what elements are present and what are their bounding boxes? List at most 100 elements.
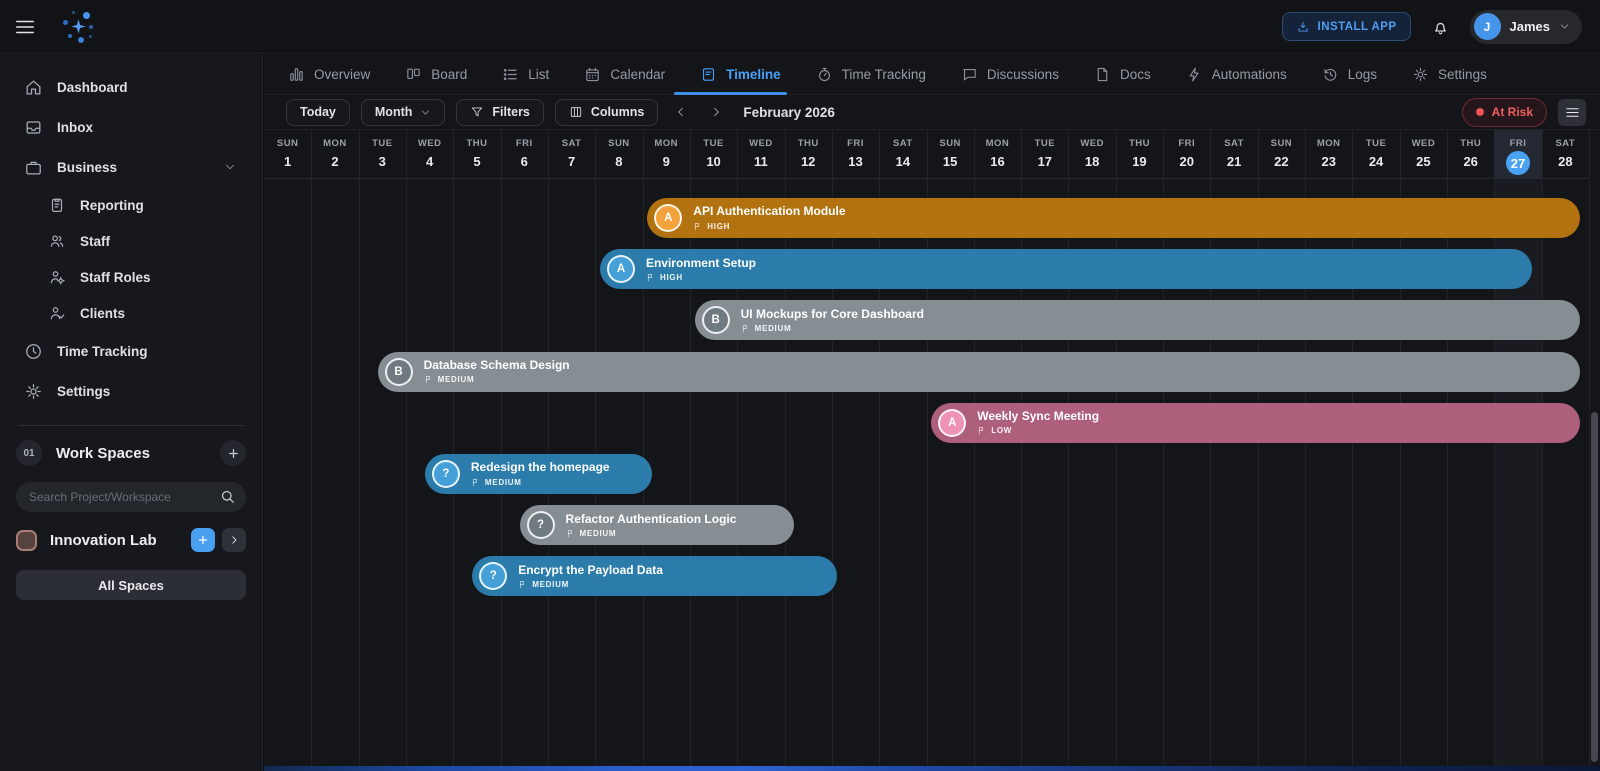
task-bar-api-authentication-module[interactable]: A API Authentication Module HIGH [647,198,1580,238]
bell-icon[interactable] [1431,17,1450,37]
sidebar-item-time-tracking[interactable]: Time Tracking [0,331,262,371]
user-menu[interactable]: J James [1469,9,1582,44]
day-header-sun-15[interactable]: SUN 15 [927,130,974,178]
expand-workspace-button[interactable] [222,528,246,552]
sidebar-item-dashboard[interactable]: Dashboard [0,67,262,107]
grid-line [547,130,549,771]
task-bar-weekly-sync-meeting[interactable]: A Weekly Sync Meeting LOW [931,402,1580,443]
day-header-thu-5[interactable]: THU 5 [453,130,500,178]
day-header-tue-17[interactable]: TUE 17 [1021,130,1068,178]
day-number: 5 [473,154,481,169]
add-workspace-button[interactable] [220,440,246,466]
day-header-tue-24[interactable]: TUE 24 [1352,130,1399,178]
tab-overview[interactable]: Overview [288,55,370,94]
day-of-week-label: SUN [608,138,630,149]
grid-line [1494,130,1496,771]
columns-button[interactable]: Columns [554,98,659,126]
day-header-sun-1[interactable]: SUN 1 [264,130,311,178]
tab-bar: Overview Board List Calendar Timeline Time Tr… [264,55,1600,95]
tab-list[interactable]: List [502,55,549,94]
tab-time-tracking[interactable]: Time Tracking [816,55,926,94]
day-header-sat-14[interactable]: SAT 14 [879,130,926,178]
tab-board[interactable]: Board [405,55,467,94]
day-header-tue-10[interactable]: TUE 10 [690,130,737,178]
tab-docs[interactable]: Docs [1094,55,1151,94]
day-header-mon-23[interactable]: MON 23 [1305,130,1352,178]
task-bar-redesign-the-homepage[interactable]: ? Redesign the homepage MEDIUM [424,454,653,494]
tab-calendar[interactable]: Calendar [584,55,665,94]
add-project-button[interactable] [191,528,215,552]
sidebar-item-label: Staff [80,233,110,249]
day-header-mon-2[interactable]: MON 2 [311,130,358,178]
sidebar-item-label: Time Tracking [57,343,148,359]
task-bar-environment-setup[interactable]: A Environment Setup HIGH [599,249,1533,290]
all-spaces-button[interactable]: All Spaces [16,570,246,600]
day-number: 21 [1226,154,1242,169]
timeline-toolbar: Today Month Filters Columns February 202… [264,95,1600,129]
at-risk-badge[interactable]: At Risk [1461,97,1547,127]
grid-line [973,130,975,771]
tab-timeline[interactable]: Timeline [674,55,787,95]
view-options-button[interactable] [1558,98,1586,126]
tab-automations[interactable]: Automations [1186,55,1287,94]
day-header-fri-27[interactable]: FRI 27 [1494,130,1542,178]
priority-label: HIGH [707,221,731,231]
day-header-sat-7[interactable]: SAT 7 [548,130,595,178]
flag-icon [471,478,480,487]
day-header-fri-13[interactable]: FRI 13 [832,130,879,178]
day-header-wed-25[interactable]: WED 25 [1400,130,1447,178]
search-input[interactable] [16,482,246,512]
day-header-wed-4[interactable]: WED 4 [406,130,453,178]
vertical-scrollbar-thumb[interactable] [1591,412,1598,762]
day-number: 24 [1368,154,1384,169]
tab-logs[interactable]: Logs [1322,55,1377,94]
day-header-mon-9[interactable]: MON 9 [643,130,690,178]
task-bar-ui-mockups-for-core-dashboard[interactable]: B UI Mockups for Core Dashboard MEDIUM [694,300,1580,341]
day-header-fri-20[interactable]: FRI 20 [1163,130,1210,178]
day-header-sat-21[interactable]: SAT 21 [1210,130,1257,178]
grid-line [689,130,691,771]
flag-icon [518,580,527,589]
day-header-fri-6[interactable]: FRI 6 [501,130,548,178]
sidebar-item-staff[interactable]: Staff [0,223,262,259]
day-header-tue-3[interactable]: TUE 3 [359,130,406,178]
range-select[interactable]: Month [360,98,446,126]
task-bar-refactor-authentication-logic[interactable]: ? Refactor Authentication Logic MEDIUM [519,505,794,546]
day-header-thu-26[interactable]: THU 26 [1447,130,1494,178]
day-of-week-label: MON [654,138,679,149]
day-header-thu-12[interactable]: THU 12 [785,130,832,178]
day-header-sun-8[interactable]: SUN 8 [595,130,642,178]
day-header-mon-16[interactable]: MON 16 [974,130,1021,178]
day-header-sat-28[interactable]: SAT 28 [1542,130,1589,178]
sidebar-item-staff-roles[interactable]: Staff Roles [0,259,262,295]
menu-icon[interactable] [14,16,36,38]
day-header-sun-22[interactable]: SUN 22 [1258,130,1305,178]
day-number: 3 [378,154,386,169]
prev-month-button[interactable] [669,100,693,124]
day-header-thu-19[interactable]: THU 19 [1116,130,1163,178]
sidebar-item-business[interactable]: Business [0,147,262,187]
task-bar-database-schema-design[interactable]: B Database Schema Design MEDIUM [377,351,1580,392]
tab-discussions[interactable]: Discussions [961,55,1059,94]
task-bar-encrypt-the-payload-data[interactable]: ? Encrypt the Payload Data MEDIUM [472,556,837,597]
filters-button[interactable]: Filters [456,98,544,126]
sidebar-item-inbox[interactable]: Inbox [0,107,262,147]
today-button[interactable]: Today [286,98,350,126]
day-of-week-label: TUE [372,138,393,149]
tab-settings[interactable]: Settings [1412,55,1487,94]
calendar-header: SUN 1 MON 2 TUE 3 WED 4 THU 5 FRI 6 SAT 7 SUN 8 MON 9 TUE 1… [264,130,1589,179]
day-number: 10 [706,154,721,169]
sidebar-item-clients[interactable]: Clients [0,295,262,331]
logo-dot [72,10,75,14]
workspace-item-innovation-lab[interactable]: Innovation Lab [16,528,246,552]
day-header-wed-11[interactable]: WED 11 [737,130,784,178]
next-month-button[interactable] [704,100,728,124]
task-priority: HIGH [693,222,845,231]
day-header-wed-18[interactable]: WED 18 [1068,130,1115,178]
sidebar-item-reporting[interactable]: Reporting [0,187,262,223]
horizontal-scrollbar[interactable] [264,766,1600,771]
sidebar-item-settings[interactable]: Settings [0,371,262,411]
search-icon[interactable] [219,488,236,505]
install-app-button[interactable]: INSTALL APP [1281,12,1411,41]
priority-label: MEDIUM [532,579,569,589]
